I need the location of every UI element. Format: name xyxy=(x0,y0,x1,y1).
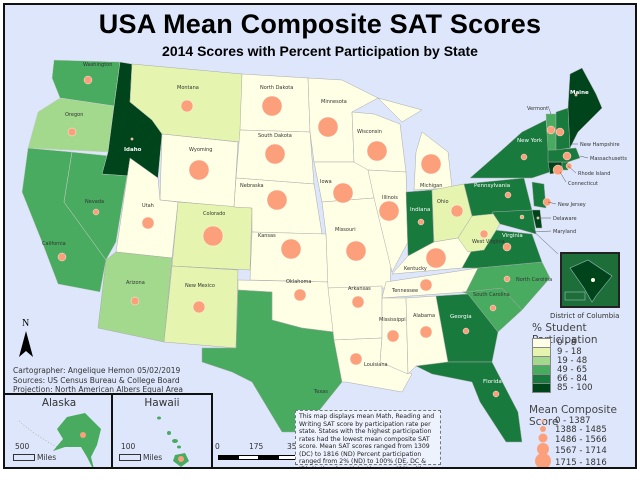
score-row-2: 1388 - 1485 xyxy=(555,425,607,435)
svg-text:Ohio: Ohio xyxy=(437,199,449,205)
legend-swatch xyxy=(532,383,551,393)
score-legend-circles xyxy=(535,419,551,467)
svg-text:Pennsylvania: Pennsylvania xyxy=(474,183,510,189)
svg-text:Arizona: Arizona xyxy=(126,280,145,286)
dc-shape xyxy=(564,259,613,303)
score-circles xyxy=(57,75,578,398)
svg-text:Tennessee: Tennessee xyxy=(391,288,418,294)
state-texas xyxy=(201,289,343,433)
dc-inset-title: District of Columbia xyxy=(550,312,620,320)
svg-text:North Carolina: North Carolina xyxy=(516,277,552,283)
svg-text:South Dakota: South Dakota xyxy=(258,133,292,139)
svg-text:Connecticut: Connecticut xyxy=(568,181,598,187)
svg-text:Idaho: Idaho xyxy=(124,147,142,153)
svg-text:Indiana: Indiana xyxy=(410,207,430,213)
svg-text:Florida: Florida xyxy=(483,379,502,385)
svg-text:New York: New York xyxy=(517,138,543,144)
hawaii-inset: Hawaii 100 Miles xyxy=(111,393,213,467)
cartographer-credit: Cartographer: Angelique Hemon 05/02/2019 xyxy=(13,366,181,375)
svg-text:Vermont: Vermont xyxy=(527,106,548,112)
score-row-5: 1715 - 1816 xyxy=(555,458,607,468)
svg-text:Missouri: Missouri xyxy=(335,227,356,233)
svg-text:Oregon: Oregon xyxy=(65,112,83,118)
svg-text:Nevada: Nevada xyxy=(85,199,104,205)
svg-text:Rhode Island: Rhode Island xyxy=(578,171,610,177)
svg-text:North Dakota: North Dakota xyxy=(260,85,293,91)
north-label: N xyxy=(22,318,30,329)
map-frame: Washington Oregon California Nevada Idah… xyxy=(3,3,637,469)
map-description-note: This map displays mean Math, Reading and… xyxy=(295,410,441,467)
state-florida xyxy=(415,361,523,443)
svg-text:Massachusetts: Massachusetts xyxy=(590,156,627,162)
svg-text:West Virginia: West Virginia xyxy=(472,239,505,245)
svg-text:Delaware: Delaware xyxy=(553,216,577,222)
credits: Cartographer: Angelique Hemon 05/02/2019… xyxy=(13,366,183,395)
alaska-scale: Miles xyxy=(13,453,56,462)
score-row-3: 1486 - 1566 xyxy=(555,435,607,445)
sources-credit: Sources: US Census Bureau & College Boar… xyxy=(13,375,180,385)
svg-text:Oklahoma: Oklahoma xyxy=(286,279,311,285)
state-maine xyxy=(567,67,603,149)
svg-text:Virginia: Virginia xyxy=(502,233,523,239)
svg-text:New Hampshire: New Hampshire xyxy=(580,142,620,148)
svg-text:Wyoming: Wyoming xyxy=(189,147,212,153)
us-map: Washington Oregon California Nevada Idah… xyxy=(21,59,627,443)
north-arrow-icon xyxy=(19,331,33,357)
svg-text:Illinois: Illinois xyxy=(382,195,398,201)
svg-text:California: California xyxy=(42,241,66,247)
svg-text:Maryland: Maryland xyxy=(553,229,576,235)
map-subtitle: 2014 Scores with Percent Participation b… xyxy=(162,43,478,59)
state-new-jersey xyxy=(531,181,547,209)
svg-text:Maine: Maine xyxy=(570,90,589,96)
svg-text:Montana: Montana xyxy=(177,85,199,91)
state-arkansas xyxy=(327,285,383,341)
svg-text:Washington: Washington xyxy=(83,62,112,68)
svg-text:Texas: Texas xyxy=(313,389,328,395)
svg-text:Colorado: Colorado xyxy=(203,211,225,217)
svg-text:Utah: Utah xyxy=(142,203,154,209)
map-title: USA Mean Composite SAT Scores xyxy=(98,9,542,39)
dc-inset xyxy=(560,252,620,308)
svg-text:Louisiana: Louisiana xyxy=(364,362,388,368)
hawaii-shape xyxy=(157,416,189,467)
legend-row-85-100: 85 - 100 xyxy=(532,383,593,393)
svg-text:Kansas: Kansas xyxy=(258,233,276,239)
state-oregon xyxy=(27,97,115,153)
score-row-4: 1567 - 1714 xyxy=(555,446,607,456)
svg-text:Wisconsin: Wisconsin xyxy=(357,129,382,135)
alaska-title: Alaska xyxy=(41,397,77,409)
alaska-shape xyxy=(18,413,101,467)
state-delaware xyxy=(531,209,543,229)
state-new-york xyxy=(469,119,551,179)
svg-text:Alabama: Alabama xyxy=(413,313,435,319)
svg-text:Kentucky: Kentucky xyxy=(404,266,427,272)
svg-text:Nebraska: Nebraska xyxy=(240,183,264,189)
projection-credit: Projection: North American Albers Equal … xyxy=(13,385,183,394)
svg-text:New Mexico: New Mexico xyxy=(185,283,215,289)
hawaii-scale: Miles xyxy=(119,453,162,462)
score-row-1: 0 - 1387 xyxy=(555,416,591,426)
svg-text:Mississippi: Mississippi xyxy=(379,317,406,323)
svg-text:Iowa: Iowa xyxy=(320,179,332,185)
svg-text:South Carolina: South Carolina xyxy=(473,292,510,298)
state-labels: Washington Oregon California Nevada Idah… xyxy=(42,62,627,395)
state-maryland xyxy=(491,209,537,235)
svg-text:New Jersey: New Jersey xyxy=(558,202,586,208)
hawaii-title: Hawaii xyxy=(144,397,180,409)
svg-text:Arkansas: Arkansas xyxy=(348,286,371,292)
svg-text:Michigan: Michigan xyxy=(420,183,442,189)
svg-text:Georgia: Georgia xyxy=(450,314,472,320)
alaska-inset: Alaska 500 Miles xyxy=(5,393,115,467)
svg-text:Minnesota: Minnesota xyxy=(321,99,347,105)
